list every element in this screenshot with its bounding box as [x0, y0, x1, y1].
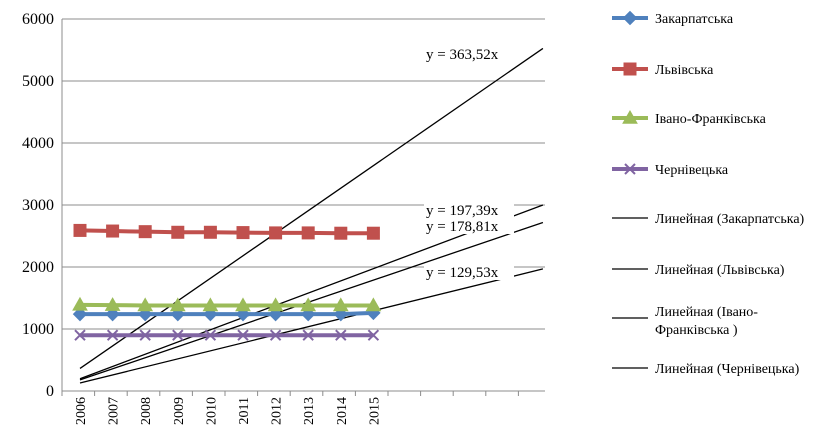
legend-label: Закарпатська: [655, 12, 734, 27]
data-point: [237, 329, 249, 341]
x-tick-label: 2015: [367, 397, 382, 425]
data-point: [172, 329, 184, 341]
legend-label: Линейная (Чернівецька): [655, 362, 800, 377]
data-point: [73, 223, 87, 237]
data-point: [269, 226, 283, 240]
legend-label: Линейная (Івано-Франківська ): [655, 305, 758, 338]
data-point: [301, 226, 315, 240]
x-tick-label: 2012: [270, 397, 285, 425]
y-tick-label: 3000: [22, 197, 54, 214]
series-line: [80, 310, 374, 317]
data-point: [203, 225, 217, 239]
series-line: [79, 228, 374, 236]
data-point: [137, 297, 154, 312]
data-point: [334, 226, 348, 240]
data-point: [171, 225, 185, 239]
data-point: [335, 329, 347, 341]
data-point: [169, 297, 186, 312]
trend-label-bg: [424, 202, 514, 218]
data-point: [106, 224, 120, 238]
x-tick-label: 2007: [107, 397, 122, 425]
data-point: [236, 226, 250, 240]
legend-label: Линейная (Львівська): [655, 263, 785, 278]
data-point: [106, 329, 119, 341]
data-point: [138, 225, 152, 239]
data-point: [74, 329, 86, 341]
data-point: [269, 329, 282, 341]
x-tick-label: 2006: [74, 397, 89, 425]
x-tick-label: 2009: [172, 397, 187, 425]
legend-label: Івано-Франківська: [655, 112, 767, 127]
data-point: [202, 297, 219, 312]
data-point: [267, 297, 284, 312]
x-tick-label: 2013: [302, 397, 317, 425]
trendline-equation-label: y = 197,39x: [426, 203, 499, 219]
x-tick-label: 2008: [139, 397, 154, 425]
data-point: [332, 297, 349, 312]
legend-marker: [624, 163, 636, 175]
trend-label-bg: [424, 218, 514, 234]
data-point: [300, 297, 317, 312]
legend-marker: [622, 109, 638, 124]
data-point: [302, 329, 314, 341]
series-line: [79, 302, 374, 308]
data-point: [235, 297, 251, 312]
data-point: [365, 297, 382, 312]
data-point: [139, 329, 151, 341]
trendline-equation-label: y = 129,53x: [426, 265, 499, 281]
y-tick-label: 4000: [22, 135, 54, 152]
x-tick-label: 2011: [237, 397, 252, 424]
legend-marker: [623, 62, 637, 76]
data-point: [366, 226, 380, 240]
y-tick-label: 6000: [22, 11, 54, 28]
y-tick-label: 2000: [22, 259, 54, 276]
trendline-equation-label: y = 178,81x: [426, 219, 499, 235]
trend-label-bg: [424, 264, 514, 280]
trend-label-bg: [424, 46, 514, 62]
trendline-equation-label: y = 363,52x: [426, 47, 499, 63]
data-point: [204, 329, 217, 341]
x-tick-label: 2010: [204, 397, 219, 425]
data-point: [104, 297, 121, 311]
data-point: [72, 306, 88, 322]
legend-label: Линейная (Закарпатська): [655, 212, 805, 227]
trendline: [79, 268, 544, 384]
data-point: [72, 296, 88, 311]
legend-marker: [622, 10, 638, 26]
y-tick-label: 1000: [22, 321, 54, 338]
trendline: [79, 221, 544, 381]
legend-label: Чернівецька: [655, 163, 729, 178]
data-point: [367, 329, 380, 341]
y-tick-label: 0: [46, 383, 54, 400]
x-tick-label: 2014: [335, 397, 350, 425]
y-tick-label: 5000: [22, 73, 54, 90]
legend-label: Львівська: [655, 63, 714, 78]
